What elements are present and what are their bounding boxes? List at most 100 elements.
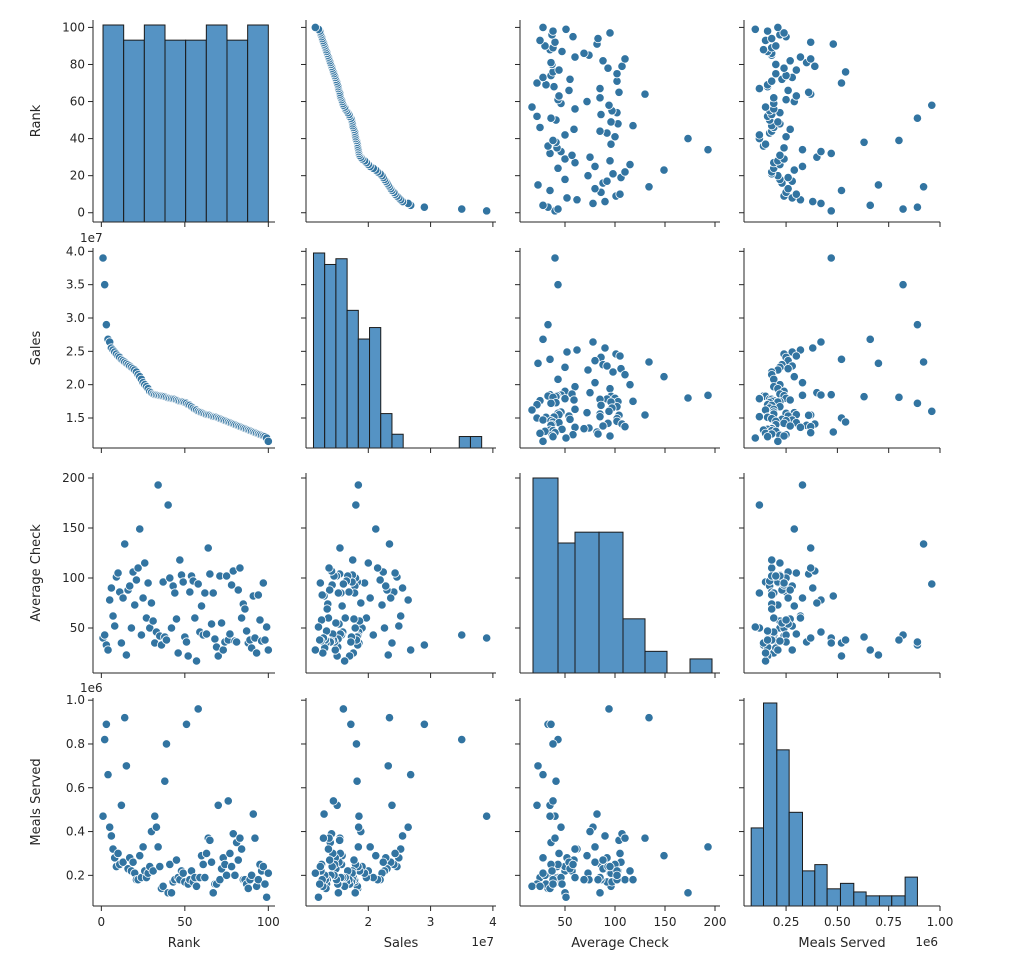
scatter-point xyxy=(572,195,582,205)
scatter-point xyxy=(865,200,875,210)
y-tick-label: 150 xyxy=(62,521,85,535)
scatter-point xyxy=(781,95,791,105)
hist-bar xyxy=(557,542,576,674)
scatter-point xyxy=(394,621,404,631)
y-tick-label: 3.0 xyxy=(66,311,85,325)
scatter-point xyxy=(548,879,558,889)
scatter-point xyxy=(561,433,571,443)
scatter-point xyxy=(795,52,806,62)
scatter-point xyxy=(155,861,165,872)
scatter-point xyxy=(387,800,397,810)
scatter-point xyxy=(804,410,814,420)
scatter-point xyxy=(532,800,542,810)
scatter-point xyxy=(927,579,937,589)
scatter-point xyxy=(797,593,808,603)
scatter-point xyxy=(816,627,826,637)
y-tick-label: 80 xyxy=(70,57,85,71)
scatter-point xyxy=(791,351,801,361)
scatter-point xyxy=(640,89,650,99)
scatter-point xyxy=(554,91,564,101)
y-tick-label: 2.0 xyxy=(66,378,85,392)
hist-bar xyxy=(312,252,326,449)
scatter-point xyxy=(659,165,669,175)
scatter-point xyxy=(605,384,615,394)
scatter-point xyxy=(213,800,223,810)
scatter-point xyxy=(808,583,818,593)
scatter-point xyxy=(859,392,869,402)
scatter-point xyxy=(912,202,923,212)
scatter-point xyxy=(150,811,160,821)
scatter-point xyxy=(769,93,779,103)
scatter-point xyxy=(538,436,548,446)
hist-bar xyxy=(102,24,125,223)
scatter-point xyxy=(570,104,580,114)
y-tick-label: 0.6 xyxy=(66,781,85,795)
scatter-point xyxy=(598,421,608,431)
scatter-point xyxy=(324,563,334,573)
scatter-point xyxy=(644,182,654,192)
scatter-point xyxy=(570,52,580,62)
scatter-point xyxy=(595,83,605,94)
scatter-point xyxy=(912,637,923,647)
scatter-point xyxy=(175,555,185,565)
scatter-point xyxy=(785,395,795,405)
scatter-point xyxy=(808,343,818,353)
scatter-point xyxy=(644,713,654,723)
scatter-point xyxy=(178,868,188,878)
y-axis-label-rank: Rank xyxy=(29,104,44,137)
scatter-point xyxy=(546,398,556,408)
scatter-point xyxy=(588,337,598,347)
y-tick-label: 3.5 xyxy=(66,278,85,292)
scatter-point xyxy=(354,811,364,821)
scatter-point xyxy=(171,855,182,865)
scatter-point xyxy=(779,578,789,588)
scatter-point xyxy=(226,861,237,872)
scatter-point xyxy=(148,866,158,876)
scatter-point xyxy=(771,41,781,51)
scatter-point xyxy=(779,63,789,73)
scatter-point xyxy=(569,124,579,134)
scatter-point xyxy=(240,604,250,614)
scatter-point xyxy=(356,598,366,608)
scatter-point xyxy=(789,372,799,382)
scatter-point xyxy=(100,280,110,290)
scatter-point xyxy=(590,378,600,388)
y-tick-label: 0.2 xyxy=(66,868,85,882)
scatter-point xyxy=(403,595,413,605)
scatter-point xyxy=(375,575,385,585)
scatter-point xyxy=(579,424,589,434)
scatter-point xyxy=(173,648,183,658)
scatter-point xyxy=(785,585,795,595)
y-axis-label-sales: Sales xyxy=(29,330,44,365)
scatter-point xyxy=(816,198,826,209)
scatter-point xyxy=(605,156,615,166)
hist-bar xyxy=(391,433,404,449)
scatter-point xyxy=(927,100,937,110)
scatter-point xyxy=(894,135,904,146)
scatter-point xyxy=(640,410,650,420)
hist-bar xyxy=(247,24,269,223)
hist-bar xyxy=(324,263,337,449)
panel-sales-vs-meals-served xyxy=(739,248,941,453)
y-tick-label: 0 xyxy=(77,206,85,220)
scatter-point xyxy=(553,280,563,290)
scatter-point xyxy=(602,361,612,371)
scatter-point xyxy=(383,650,393,660)
x-axis-label-average-check: Average Check xyxy=(571,936,669,951)
scatter-point xyxy=(527,881,537,891)
x-axis-label-sales: Sales xyxy=(384,936,419,951)
scatter-point xyxy=(585,826,595,837)
scatter-point xyxy=(110,621,120,631)
scatter-point xyxy=(543,320,553,330)
scatter-point xyxy=(750,622,760,632)
scatter-point xyxy=(233,585,243,595)
scatter-point xyxy=(482,811,492,821)
scatter-point xyxy=(703,842,713,852)
hist-bar xyxy=(853,891,867,907)
scatter-point xyxy=(205,569,215,579)
scatter-point xyxy=(840,67,851,77)
scatter-point xyxy=(797,161,808,171)
scatter-point xyxy=(226,580,237,590)
scatter-point xyxy=(313,622,324,632)
scatter-point xyxy=(596,109,606,120)
